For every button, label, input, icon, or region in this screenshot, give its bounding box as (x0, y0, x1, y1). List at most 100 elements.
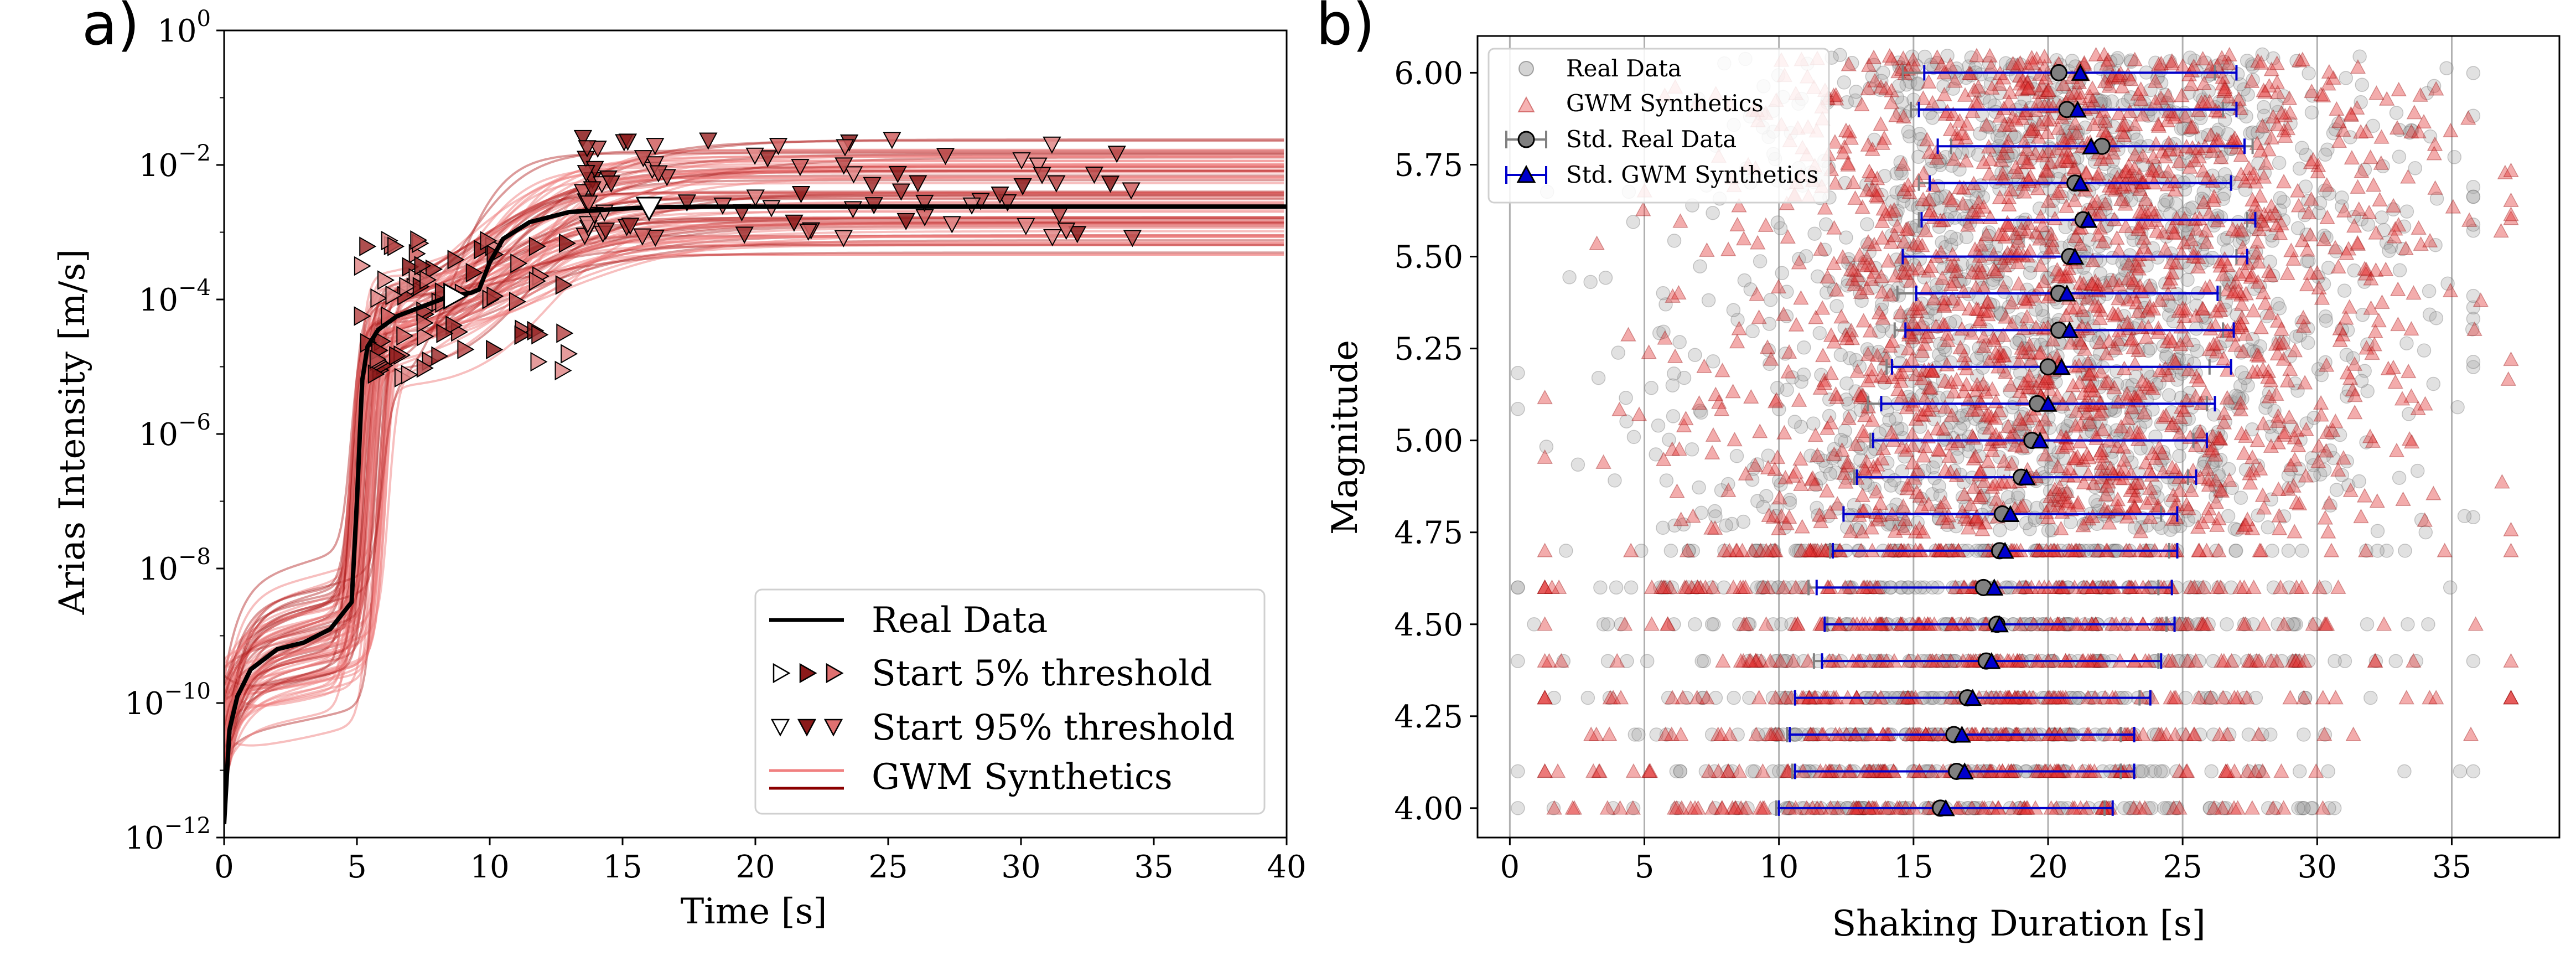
real-data-point (2093, 415, 2108, 429)
real-data-point (2106, 343, 2121, 358)
real-data-point (2043, 484, 2057, 498)
real-data-point (1606, 801, 1620, 815)
real-data-point (1837, 75, 1852, 90)
real-data-point (1893, 308, 1908, 323)
real-data-point (1842, 351, 1857, 365)
real-data-point (1559, 544, 1573, 558)
synthetic-data-point (1982, 48, 1998, 63)
synthetic-data-point (1678, 410, 1694, 426)
synthetic-data-point (2493, 223, 2509, 238)
real-data-point (2182, 580, 2196, 595)
start-95pct-marker (1047, 175, 1066, 193)
real-data-point (2178, 412, 2193, 427)
real-data-point (1609, 580, 1624, 595)
real-data-point (2064, 414, 2078, 428)
real-data-point (2193, 727, 2207, 742)
real-data-point (1779, 654, 1794, 668)
real-data-point (1626, 215, 1641, 229)
synthetic-data-point (1861, 163, 1878, 178)
real-data-point (2130, 408, 2145, 423)
start-5pct-marker (555, 275, 573, 295)
real-data-point (2397, 764, 2412, 779)
synthetic-data-point (1725, 384, 1741, 399)
real-data-point (1943, 355, 1958, 370)
real-data-point (2144, 801, 2159, 815)
real-data-point (1988, 435, 2003, 449)
start-95pct-marker (745, 147, 764, 165)
synthetic-data-point (2341, 299, 2357, 314)
start-95pct-marker (602, 175, 621, 193)
real-data-point (2101, 488, 2115, 503)
start-95pct-marker (578, 216, 597, 234)
real-data-point (1742, 690, 1756, 705)
real-data-point (2041, 523, 2056, 538)
synthetic-data-point (2127, 356, 2143, 371)
synthetic-data-point (2320, 524, 2336, 539)
synthetic-data-point (2398, 690, 2414, 705)
panel-a-legend-box (754, 588, 1266, 815)
real-data-point (2329, 483, 2344, 497)
real-data-point (2219, 801, 2233, 815)
real-data-point (2409, 654, 2424, 668)
real-data-point (1812, 325, 1827, 340)
real-data-point (2214, 429, 2228, 444)
real-data-point (2011, 487, 2026, 501)
start-5pct-marker (425, 259, 443, 280)
real-data-point (2132, 317, 2146, 332)
start-95pct-marker (645, 156, 665, 174)
real-data-point (2180, 617, 2195, 632)
real-data-point (1708, 504, 1722, 519)
real-data-point (2410, 463, 2425, 478)
synthetic-data-point (2323, 542, 2340, 557)
real-data-point (1849, 85, 1863, 99)
real-data-point (2234, 365, 2249, 380)
real-data-point (1880, 517, 1895, 532)
real-data-point (2090, 498, 2105, 512)
synthetic-data-point (2111, 242, 2127, 257)
real-data-point (2248, 690, 2263, 705)
real-data-point (2346, 351, 2361, 365)
real-data-point (1842, 409, 1857, 424)
real-data-point (1667, 617, 1681, 632)
real-data-point (2153, 458, 2168, 472)
real-data-point (1887, 473, 1902, 488)
x-tick-label: 25 (868, 849, 908, 885)
real-data-point (1838, 423, 1852, 438)
real-data-point (2058, 487, 2072, 502)
real-data-point (1821, 509, 1836, 524)
real-data-point (2092, 331, 2106, 345)
real-start-95pct-marker (635, 197, 663, 222)
legend-start5-icon (773, 663, 844, 684)
start-95pct-marker (1068, 226, 1087, 244)
real-data-point (1756, 580, 1771, 595)
start-95pct-marker (735, 226, 754, 244)
start-95pct-marker (991, 186, 1009, 204)
real-data-point (2162, 801, 2176, 815)
real-data-point (1894, 422, 1909, 436)
real-data-point (2245, 422, 2259, 437)
real-data-point (2211, 580, 2226, 595)
real-data-point (1858, 476, 1873, 490)
start-5pct-marker (416, 358, 434, 378)
real-data-point (1901, 309, 1916, 324)
real-data-point (1915, 387, 1929, 402)
start-95pct-marker (785, 214, 804, 232)
real-data-point (2276, 335, 2290, 349)
legend-synth-line-icon (769, 769, 844, 790)
synthetic-series-line (224, 223, 1284, 747)
real-data-point (2059, 423, 2074, 438)
synthetic-data-point (2437, 542, 2453, 557)
synthetic-data-point (1601, 726, 1618, 741)
real-data-point (2205, 459, 2220, 473)
real-data-point (2196, 459, 2211, 474)
real-data-point (1511, 801, 1525, 815)
real-data-point (1778, 347, 1792, 361)
real-data-point (2341, 383, 2356, 398)
synthetic-data-point (1537, 542, 1553, 557)
real-data-point (1940, 518, 1955, 533)
real-data-point (2059, 486, 2074, 501)
synthetic-data-point (2317, 510, 2334, 525)
real-data-point (2064, 404, 2079, 419)
real-data-point (2326, 451, 2341, 466)
synthetic-data-point (2494, 474, 2510, 489)
